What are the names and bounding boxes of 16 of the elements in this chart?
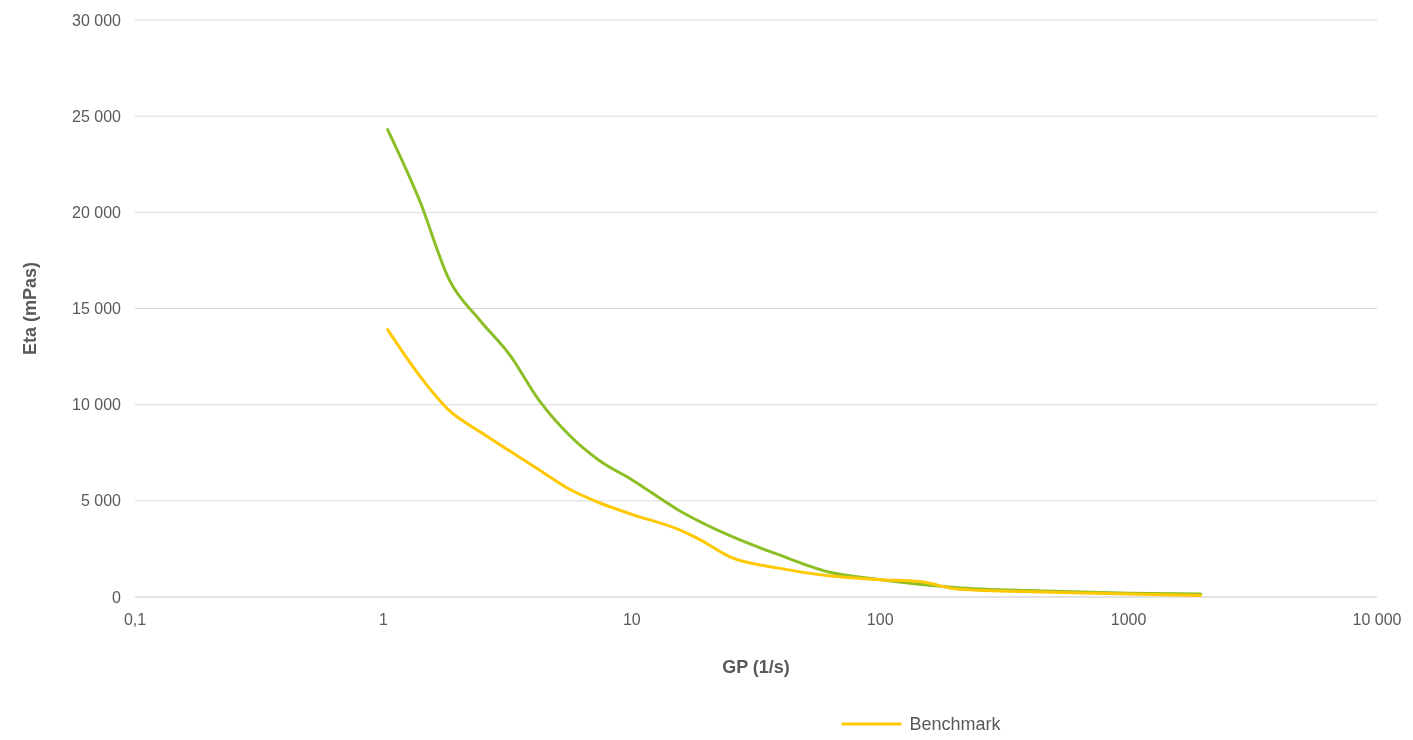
y-tick-label: 10 000 — [72, 396, 122, 414]
y-tick-label: 0 — [112, 588, 122, 606]
x-axis-title: GP (1/s) — [722, 657, 790, 677]
y-tick-label: 15 000 — [72, 300, 122, 318]
y-tick-label: 20 000 — [72, 203, 122, 221]
y-tick-label: 5 000 — [80, 492, 122, 510]
x-tick-label: 1000 — [1110, 611, 1147, 628]
x-tick-label: 10 000 — [1352, 611, 1402, 628]
y-axis-title: Eta (mPas) — [20, 261, 40, 356]
x-tick-label: 10 — [622, 611, 641, 628]
y-tick-label: 30 000 — [72, 11, 122, 29]
y-tick-label: 25 000 — [72, 107, 122, 125]
x-tick-label: 0,1 — [123, 611, 147, 628]
x-tick-label: 1 — [378, 611, 388, 628]
legend-label: Benchmark — [909, 714, 1002, 735]
x-tick-label: 100 — [866, 611, 894, 628]
